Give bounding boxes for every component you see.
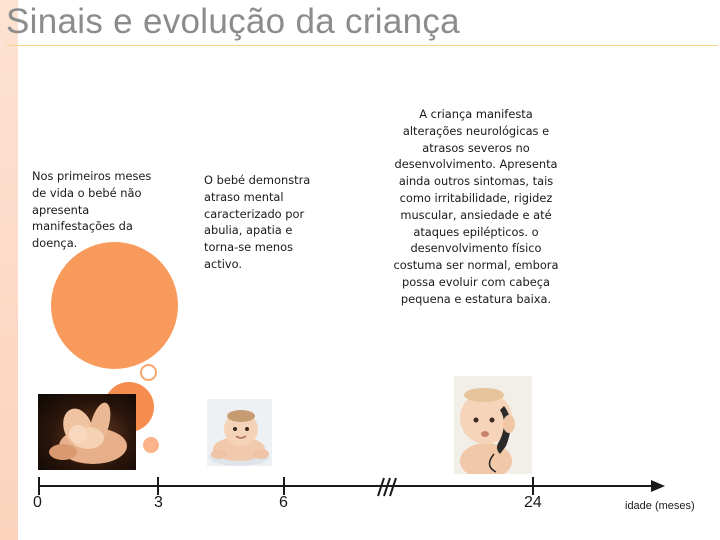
timeline-tick-6 [283, 477, 285, 495]
timeline-arrow-head [651, 480, 665, 492]
axis-label: idade (meses) [625, 500, 695, 512]
decor-circle-large [51, 242, 178, 369]
timeline-tick-0 [38, 477, 40, 495]
crawling-baby-photo [207, 399, 272, 466]
timeline-tick-3 [157, 477, 159, 495]
slide-title: Sinais e evolução da criança [6, 2, 460, 41]
timeline-label-3: 3 [154, 494, 163, 511]
timeline-tick-24 [532, 477, 534, 495]
stage-24-description: A criança manifesta alterações neurológi… [393, 107, 559, 306]
timeline-label-6: 6 [279, 494, 288, 511]
decor-circle-small [143, 437, 159, 453]
stage-0-description: Nos primeiros meses de vida o bebé não a… [32, 169, 152, 251]
title-underline [6, 45, 718, 46]
timeline-label-0: 0 [33, 494, 42, 511]
timeline-axis [38, 485, 654, 487]
decor-circle-ring [140, 364, 157, 381]
timeline-label-24: 24 [524, 494, 542, 511]
stage-3-description: O bebé demonstra atraso mental caracteri… [204, 173, 311, 271]
left-sidebar-band [0, 0, 18, 540]
axis-break-icon [377, 477, 400, 497]
baby-in-hands-photo [38, 394, 136, 470]
baby-with-phone-photo [454, 376, 532, 474]
